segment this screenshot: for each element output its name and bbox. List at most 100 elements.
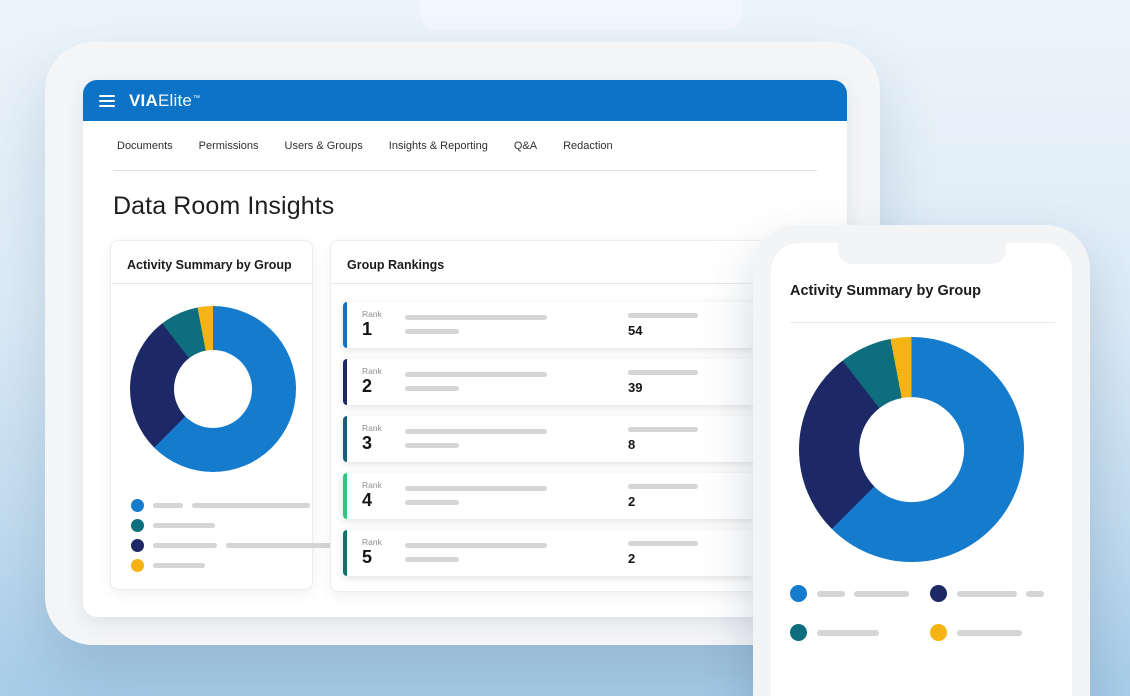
rank-accent-bar xyxy=(343,302,347,348)
legend-item xyxy=(131,539,343,552)
app-window: VIA Elite ™ Documents Permissions Users & … xyxy=(83,80,847,617)
rank-value: 54 xyxy=(628,323,643,338)
legend-dot-blue xyxy=(131,499,144,512)
rank-number: 4 xyxy=(362,490,373,510)
legend-dot-teal xyxy=(131,519,144,532)
rank-accent-bar xyxy=(343,473,347,519)
placeholder-bar xyxy=(817,590,845,597)
legend-dot-navy xyxy=(930,585,947,602)
legend-dot-blue xyxy=(790,585,807,602)
legend-dot-navy xyxy=(131,539,144,552)
nav-item-redaction[interactable]: Redaction xyxy=(563,139,613,152)
rank-accent-bar xyxy=(343,416,347,462)
rank-row-5: Rank 5 2 xyxy=(343,530,754,576)
placeholder-bar xyxy=(153,503,183,508)
phone-card-title: Activity Summary by Group xyxy=(790,283,981,299)
phone-device-frame: Activity Summary by Group xyxy=(753,225,1090,696)
nav-item-documents[interactable]: Documents xyxy=(117,139,173,152)
placeholder-bar xyxy=(405,386,459,391)
donut-hole xyxy=(858,396,965,503)
placeholder-bar xyxy=(628,370,698,375)
chart-legend xyxy=(131,499,343,579)
legend-item xyxy=(131,499,343,512)
card-divider xyxy=(790,322,1055,323)
activity-card-title: Activity Summary by Group xyxy=(127,258,292,272)
brand-name-bold: VIA xyxy=(129,90,158,110)
legend-dot-teal xyxy=(790,624,807,641)
legend-item xyxy=(131,519,343,532)
legend-dot-yellow xyxy=(131,559,144,572)
placeholder-bar xyxy=(957,590,1017,597)
placeholder-bar xyxy=(1026,590,1044,597)
page-title: Data Room Insights xyxy=(113,192,335,220)
rank-label: Rank xyxy=(362,480,382,490)
trademark-symbol: ™ xyxy=(193,94,201,102)
placeholder-bar xyxy=(226,543,334,548)
rank-number: 1 xyxy=(362,319,373,339)
tablet-device-frame: VIA Elite ™ Documents Permissions Users & … xyxy=(45,42,880,645)
rank-label: Rank xyxy=(362,366,382,376)
placeholder-bar xyxy=(405,543,547,548)
legend-item xyxy=(930,585,1060,602)
rank-label: Rank xyxy=(362,537,382,547)
app-header: VIA Elite ™ xyxy=(83,80,847,121)
placeholder-bar xyxy=(405,315,547,320)
card-divider xyxy=(331,283,764,284)
legend-item xyxy=(131,559,343,572)
rank-value: 39 xyxy=(628,380,643,395)
placeholder-bar xyxy=(153,563,205,568)
placeholder-bar xyxy=(405,443,459,448)
brand-logo: VIA Elite ™ xyxy=(129,91,200,111)
rank-number: 3 xyxy=(362,433,373,453)
nav-item-qa[interactable]: Q&A xyxy=(513,139,538,152)
nav-item-permissions[interactable]: Permissions xyxy=(198,139,259,152)
rank-row-3: Rank 3 8 xyxy=(343,416,754,462)
donut-hole xyxy=(173,349,253,429)
rank-value: 2 xyxy=(628,494,636,509)
rank-row-2: Rank 2 39 xyxy=(343,359,754,405)
nav-item-insights-reporting[interactable]: Insights & Reporting xyxy=(388,139,488,152)
rank-accent-bar xyxy=(343,530,347,576)
phone-notch xyxy=(837,243,1006,264)
activity-donut-chart xyxy=(130,306,296,472)
rank-number: 2 xyxy=(362,376,373,396)
placeholder-bar xyxy=(405,500,459,505)
legend-item xyxy=(790,624,930,641)
nav-divider xyxy=(113,170,817,171)
placeholder-bar xyxy=(957,629,1022,636)
rank-label: Rank xyxy=(362,309,382,319)
rank-value: 8 xyxy=(628,437,636,452)
background-decor-shape xyxy=(420,0,742,30)
placeholder-bar xyxy=(405,486,547,491)
phone-chart-legend xyxy=(790,585,1060,641)
card-divider xyxy=(111,283,312,284)
placeholder-bar xyxy=(628,541,698,546)
placeholder-bar xyxy=(817,629,879,636)
rank-number: 5 xyxy=(362,547,373,567)
phone-screen: Activity Summary by Group xyxy=(771,243,1072,696)
phone-donut-chart xyxy=(799,337,1024,562)
legend-item xyxy=(930,624,1060,641)
placeholder-bar xyxy=(405,372,547,377)
placeholder-bar xyxy=(405,557,459,562)
group-rankings-card: Group Rankings Rank 1 54 Rank 2 xyxy=(330,240,765,592)
placeholder-bar xyxy=(192,503,310,508)
rank-label: Rank xyxy=(362,423,382,433)
placeholder-bar xyxy=(153,543,217,548)
rank-row-4: Rank 4 2 xyxy=(343,473,754,519)
placeholder-bar xyxy=(628,427,698,432)
nav-item-users-groups[interactable]: Users & Groups xyxy=(284,139,363,152)
placeholder-bar xyxy=(628,484,698,489)
nav-tabs: Documents Permissions Users & Groups Ins… xyxy=(83,121,847,170)
placeholder-bar xyxy=(628,313,698,318)
placeholder-bar xyxy=(405,329,459,334)
activity-summary-card: Activity Summary by Group xyxy=(110,240,334,590)
legend-dot-yellow xyxy=(930,624,947,641)
rank-row-1: Rank 1 54 xyxy=(343,302,754,348)
legend-item xyxy=(790,585,930,602)
rank-accent-bar xyxy=(343,359,347,405)
hamburger-menu-icon[interactable] xyxy=(99,94,115,107)
rankings-card-title: Group Rankings xyxy=(347,258,445,272)
placeholder-bar xyxy=(405,429,547,434)
